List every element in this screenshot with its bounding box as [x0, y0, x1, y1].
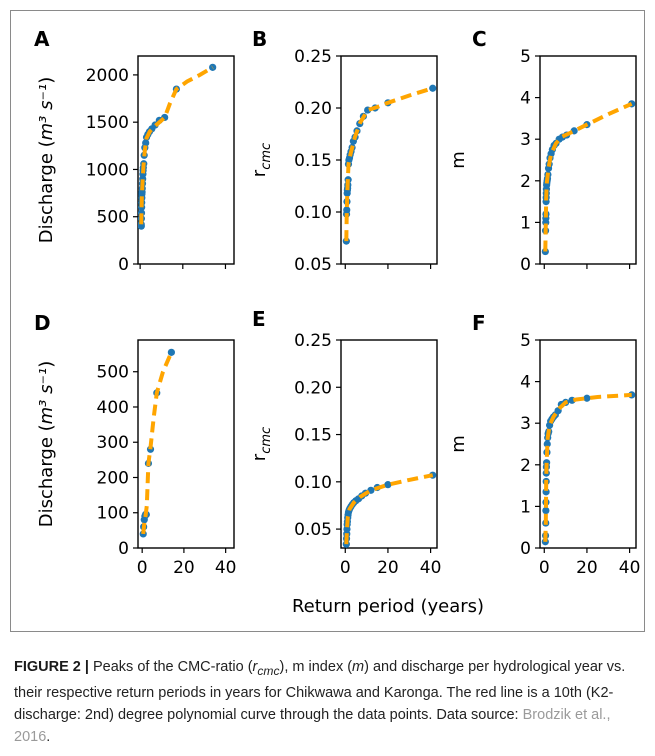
y-tick-label: 0.20 — [294, 378, 332, 398]
y-tick-label: 0 — [118, 255, 129, 275]
x-tick-label: 20 — [576, 558, 598, 578]
y-tick-label: 0 — [520, 255, 531, 275]
axes-frame — [137, 55, 235, 265]
y-tick-label: 0.15 — [294, 426, 332, 446]
y-axis-label: rcmc — [249, 427, 274, 461]
y-tick-label: 0.05 — [294, 520, 332, 540]
panel-a: 0 500 1000 1500 2000 Discharge (m³ s⁻¹) A — [34, 27, 235, 275]
y-tick-label: 1500 — [86, 113, 129, 133]
plot-area — [541, 100, 636, 256]
panel-letter: A — [34, 27, 50, 51]
y-tick-label: 3 — [520, 414, 531, 434]
data-point — [167, 348, 175, 356]
panel-f: 0 1 2 3 4 5 0 20 40 m F — [448, 311, 640, 578]
axes-frame — [340, 55, 438, 265]
caption-text-1: Peaks of the CMC-ratio ( — [88, 659, 253, 675]
y-tick-label: 3 — [520, 130, 531, 150]
panel-letter: C — [472, 27, 487, 51]
plot-area — [139, 348, 175, 538]
y-tick-label: 0.05 — [294, 255, 332, 275]
y-tick-label: 2 — [520, 456, 531, 476]
data-point — [142, 139, 150, 147]
data-point — [542, 506, 550, 515]
y-axis-label: Discharge (m³ s⁻¹) — [36, 77, 57, 244]
caption-text-3: ) and discharge per hydrological year vs… — [14, 659, 626, 723]
y-tick-label: 2000 — [86, 66, 129, 86]
panel-letter: B — [252, 27, 267, 51]
panel-e: 0.05 0.10 0.15 0.20 0.25 0 20 40 rcmc E — [249, 307, 441, 578]
y-tick-label: 4 — [520, 373, 531, 393]
y-tick-label: 0 — [520, 539, 531, 559]
y-axis-label: Discharge (m³ s⁻¹) — [36, 361, 57, 528]
data-point — [384, 481, 392, 489]
data-point — [138, 222, 145, 230]
figure-caption: FIGURE 2 | Peaks of the CMC-ratio (rcmc)… — [14, 656, 640, 748]
panel-c: 0 1 2 3 4 5 m C — [448, 27, 637, 275]
data-point — [429, 84, 437, 92]
y-tick-label: 0.15 — [294, 151, 332, 171]
caption-text-2: ), m index ( — [279, 659, 353, 675]
plot-area — [541, 391, 636, 546]
fit-line — [543, 392, 632, 542]
plot-area — [342, 471, 437, 548]
x-tick-label: 40 — [215, 558, 237, 578]
axes-frame — [539, 55, 637, 265]
panel-b: 0.05 0.10 0.15 0.20 0.25 rcmc B — [249, 27, 438, 275]
y-tick-label: 0.10 — [294, 203, 332, 223]
y-tick-label: 1000 — [86, 160, 129, 180]
caption-m: m — [352, 659, 365, 675]
axes-frame — [137, 339, 235, 549]
y-tick-label: 1 — [520, 213, 531, 233]
panel-letter: E — [252, 307, 266, 331]
x-axis-label: Return period (years) — [292, 596, 484, 617]
x-tick-label: 0 — [340, 558, 351, 578]
fit-line — [141, 351, 174, 535]
y-tick-label: 500 — [97, 208, 129, 228]
y-tick-label: 5 — [520, 47, 531, 67]
data-source-link[interactable]: Brodzik et al., 2016 — [14, 706, 611, 745]
y-tick-label: 400 — [97, 398, 129, 418]
x-tick-label: 0 — [137, 558, 148, 578]
fit-line — [344, 86, 434, 242]
y-tick-label: 5 — [520, 331, 531, 351]
x-tick-label: 40 — [420, 558, 442, 578]
plot-area — [342, 84, 437, 245]
x-tick-label: 0 — [539, 558, 550, 578]
y-tick-label: 1 — [520, 497, 531, 517]
axes-frame — [539, 339, 637, 549]
panel-d: 0 100 200 300 400 500 0 20 40 Discharge (m³ s⁻¹) D — [34, 311, 236, 578]
data-point — [583, 394, 591, 402]
y-tick-label: 0 — [118, 539, 129, 559]
y-tick-label: 0.25 — [294, 331, 332, 351]
y-tick-label: 500 — [97, 363, 129, 383]
x-tick-label: 20 — [377, 558, 399, 578]
caption-label: FIGURE 2 | — [14, 659, 89, 675]
y-tick-label: 0.10 — [294, 473, 332, 493]
y-tick-label: 200 — [97, 468, 129, 488]
data-point — [343, 206, 351, 214]
y-axis-label: m — [448, 435, 469, 453]
x-tick-label: 40 — [619, 558, 641, 578]
y-tick-label: 100 — [97, 504, 129, 524]
y-tick-label: 2 — [520, 172, 531, 192]
fit-line — [543, 101, 633, 252]
plot-area — [138, 63, 217, 230]
y-tick-label: 0.20 — [294, 99, 332, 119]
x-tick-label: 20 — [173, 558, 195, 578]
caption-end: . — [46, 728, 51, 745]
caption-rcmc: rcmc — [252, 659, 280, 678]
y-tick-label: 0.25 — [294, 47, 332, 67]
y-tick-label: 4 — [520, 89, 531, 109]
y-axis-label: rcmc — [249, 143, 274, 177]
panel-letter: D — [34, 311, 51, 335]
panel-letter: F — [472, 311, 486, 335]
y-axis-label: m — [448, 151, 469, 169]
figure-frame — [10, 10, 645, 632]
fit-line — [139, 65, 214, 225]
y-tick-label: 300 — [97, 433, 129, 453]
fit-line — [344, 473, 434, 545]
axes-frame — [340, 339, 438, 549]
